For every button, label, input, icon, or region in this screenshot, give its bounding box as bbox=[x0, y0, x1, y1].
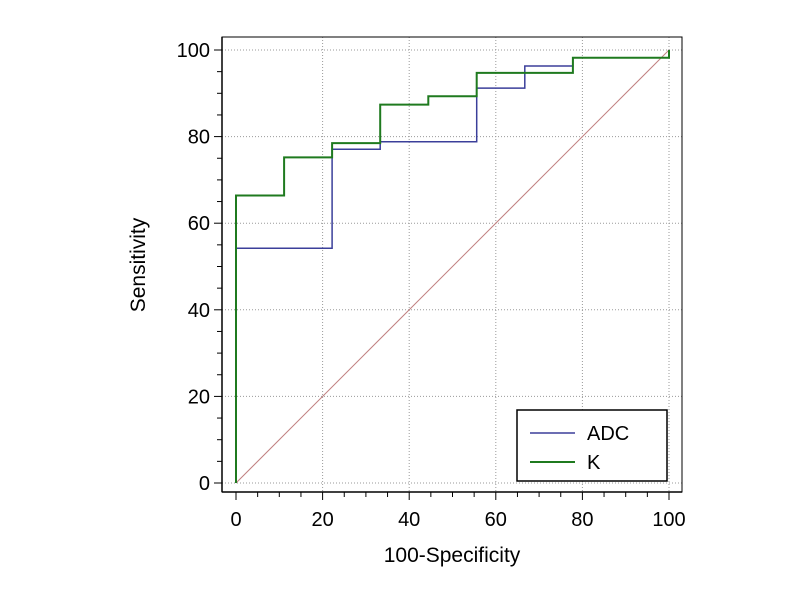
grid bbox=[222, 37, 682, 492]
y-tick-label: 40 bbox=[188, 300, 210, 322]
x-tick-label: 100 bbox=[652, 509, 685, 531]
legend: ADC K bbox=[516, 409, 668, 482]
y-tick-label: 80 bbox=[188, 127, 210, 149]
y-tick-label: 0 bbox=[199, 473, 210, 495]
series-line-k bbox=[235, 50, 670, 483]
x-tick-label: 0 bbox=[230, 509, 241, 531]
legend-box bbox=[516, 409, 668, 482]
x-tick-label: 80 bbox=[571, 509, 593, 531]
x-axis-title: 100-Specificity bbox=[384, 544, 521, 567]
series-layer bbox=[235, 50, 670, 483]
ticks: 0 20 40 60 80 100 0 20 40 60 80 100 bbox=[177, 40, 686, 531]
y-tick-label: 20 bbox=[188, 386, 210, 408]
y-tick-label: 60 bbox=[188, 213, 210, 235]
legend-label-adc: ADC bbox=[587, 423, 629, 445]
y-axis-title: Sensitivity bbox=[127, 217, 150, 312]
x-tick-label: 20 bbox=[311, 509, 333, 531]
legend-label-k: K bbox=[587, 452, 601, 474]
chance-diagonal bbox=[235, 49, 670, 484]
x-tick-label: 40 bbox=[398, 509, 420, 531]
y-tick-label: 100 bbox=[177, 40, 210, 62]
x-tick-label: 60 bbox=[485, 509, 507, 531]
